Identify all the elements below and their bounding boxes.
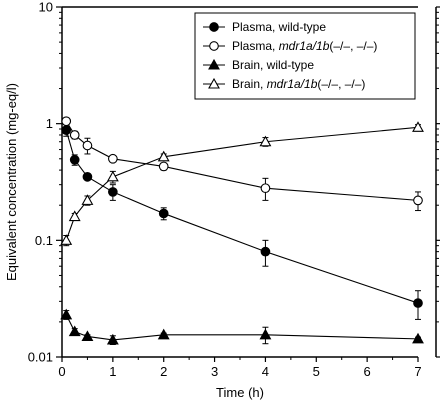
y-tick-label: 10 <box>39 0 53 15</box>
legend-label-text: Brain, <box>232 77 267 91</box>
legend-entry: Brain, wild-type <box>203 58 314 72</box>
data-point <box>61 116 72 127</box>
x-tick-label: 1 <box>109 364 116 379</box>
data-point <box>158 208 169 219</box>
data-point <box>60 234 73 245</box>
series-line <box>65 120 419 201</box>
data-point <box>157 328 170 340</box>
legend-entry: Plasma, mdr1a/1b(–/–, –/–) <box>203 39 377 53</box>
legend-box <box>194 12 416 100</box>
data-point <box>69 130 80 140</box>
data-point <box>158 161 169 172</box>
y-tick-label: 0.01 <box>28 350 53 365</box>
x-tick-label: 4 <box>262 364 269 379</box>
legend-label-suffix: (–/–, –/–) <box>329 39 377 53</box>
x-tick-label: 2 <box>160 364 167 379</box>
legend-marker <box>208 77 220 89</box>
x-tick-label: 6 <box>364 364 371 379</box>
series-2 <box>61 116 423 212</box>
data-point <box>157 150 170 162</box>
series-line <box>65 126 419 241</box>
legend-label-text: Plasma, wild-type <box>232 20 326 34</box>
series-line <box>65 314 419 341</box>
data-point <box>259 135 272 147</box>
series-4 <box>60 121 424 247</box>
data-point <box>82 172 93 182</box>
series-1 <box>61 124 423 320</box>
data-point <box>413 298 423 308</box>
legend-label: Plasma, wild-type <box>232 20 326 34</box>
legend-label-text: Brain, wild-type <box>232 58 314 72</box>
data-point <box>81 330 94 342</box>
legend-label: Brain, mdr1a/1b(–/–, –/–) <box>232 77 365 91</box>
data-point <box>68 210 81 222</box>
data-point <box>108 187 118 197</box>
x-axis-title: Time (h) <box>216 385 264 400</box>
legend-marker <box>208 58 220 70</box>
data-point <box>413 195 423 206</box>
data-point <box>69 154 80 165</box>
data-point <box>108 153 118 164</box>
series-3 <box>60 308 424 345</box>
series-line <box>65 129 419 304</box>
legend-marker <box>209 41 219 51</box>
data-point <box>106 333 119 345</box>
data-point <box>82 140 93 151</box>
legend-label-suffix: (–/–, –/–) <box>317 77 365 91</box>
legend-label: Plasma, mdr1a/1b(–/–, –/–) <box>232 39 377 53</box>
data-point <box>412 121 424 132</box>
y-tick-label: 0.1 <box>35 233 53 248</box>
legend-marker <box>209 22 219 32</box>
legend-entry: Plasma, wild-type <box>203 20 326 34</box>
data-point <box>61 125 72 135</box>
y-axis-title: Equivalent concentration (mg-eq/l) <box>4 83 19 281</box>
x-tick-label: 0 <box>58 364 65 379</box>
legend-label-text: Plasma, <box>232 39 279 53</box>
legend-label-italic: mdr1a/1b <box>267 77 318 91</box>
series-layer <box>60 116 424 345</box>
data-point <box>106 170 119 182</box>
data-point <box>259 328 272 340</box>
data-point <box>68 325 81 337</box>
data-point <box>81 194 94 205</box>
legend-label-italic: mdr1a/1b <box>279 39 330 53</box>
data-point <box>412 332 424 344</box>
x-tick-label: 3 <box>211 364 218 379</box>
legend-entry: Brain, mdr1a/1b(–/–, –/–) <box>203 77 365 91</box>
data-point <box>260 246 271 257</box>
y-tick-label: 1 <box>46 116 53 131</box>
data-point <box>260 183 271 194</box>
legend-label: Brain, wild-type <box>232 58 314 72</box>
axes: 0 1 2 3 4 5 6 7 0.01 0.1 1 10 <box>28 0 440 379</box>
x-tick-label: 7 <box>414 364 421 379</box>
data-point <box>60 308 73 320</box>
x-tick-label: 5 <box>313 364 320 379</box>
